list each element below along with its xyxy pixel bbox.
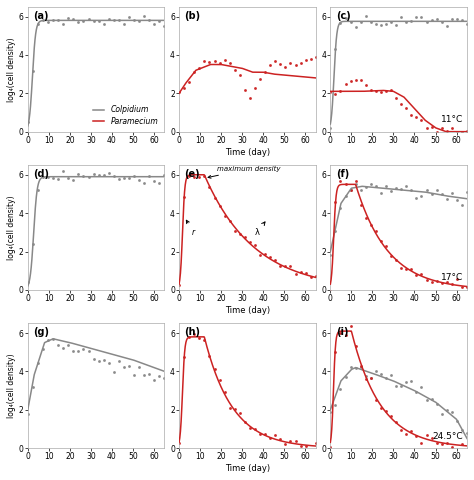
Y-axis label: log₄(cell density): log₄(cell density) [7, 195, 16, 260]
Text: r: r [186, 220, 195, 237]
Y-axis label: log₄(cell density): log₄(cell density) [7, 37, 16, 102]
Text: (f): (f) [336, 169, 349, 179]
Text: (c): (c) [336, 11, 351, 21]
Text: 24.5°C: 24.5°C [432, 432, 463, 441]
Text: (d): (d) [33, 169, 49, 179]
X-axis label: Time (day): Time (day) [225, 147, 270, 156]
Text: (b): (b) [184, 11, 201, 21]
Legend: Colpidium, Paramecium: Colpidium, Paramecium [91, 103, 161, 128]
Text: maximum density: maximum density [208, 166, 281, 178]
Text: (g): (g) [33, 327, 49, 337]
Text: (i): (i) [336, 327, 348, 337]
Text: (a): (a) [33, 11, 49, 21]
Text: (e): (e) [184, 169, 200, 179]
Text: 11°C: 11°C [441, 115, 463, 124]
Text: λ: λ [255, 222, 265, 237]
X-axis label: Time (day): Time (day) [225, 306, 270, 315]
Y-axis label: log₄(cell density): log₄(cell density) [7, 353, 16, 418]
X-axis label: Time (day): Time (day) [225, 464, 270, 473]
Text: (h): (h) [184, 327, 201, 337]
Text: 17°C: 17°C [441, 274, 463, 282]
